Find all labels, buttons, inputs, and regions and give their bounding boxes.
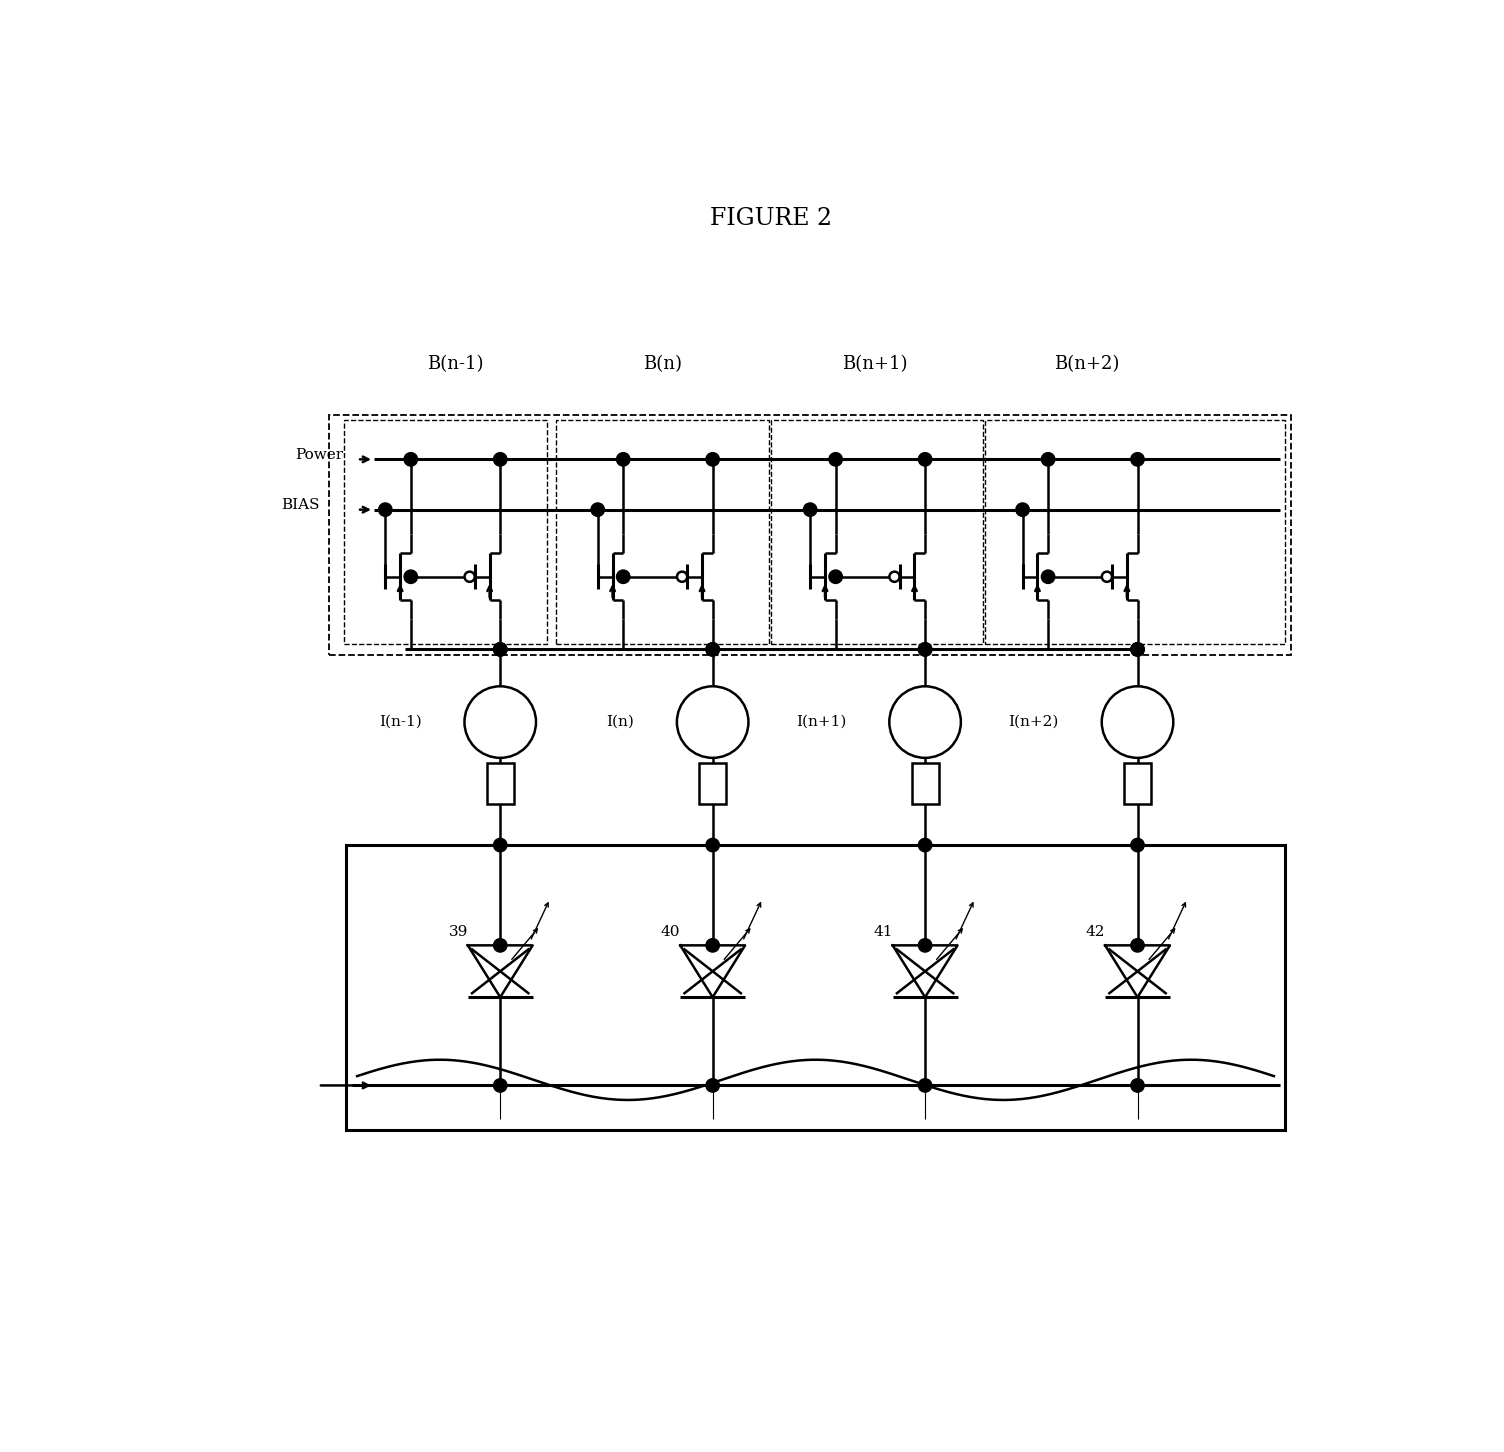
Circle shape	[919, 453, 932, 466]
Circle shape	[1015, 502, 1029, 517]
Bar	[1123, 764, 1151, 804]
Circle shape	[1131, 643, 1145, 656]
Circle shape	[1131, 938, 1145, 953]
Circle shape	[493, 453, 507, 466]
Circle shape	[493, 1079, 507, 1092]
Circle shape	[919, 643, 932, 656]
Text: 39: 39	[448, 925, 468, 939]
Circle shape	[705, 1079, 719, 1092]
Circle shape	[1102, 572, 1111, 582]
Circle shape	[1131, 838, 1145, 852]
Text: FIGURE 2: FIGURE 2	[710, 208, 832, 231]
Text: Power: Power	[296, 447, 344, 462]
Circle shape	[705, 838, 719, 852]
Bar	[329, 415, 1290, 655]
Circle shape	[591, 502, 605, 517]
Bar	[770, 420, 984, 643]
Text: 40: 40	[660, 925, 680, 939]
Text: B(n+2): B(n+2)	[1054, 356, 1120, 373]
Circle shape	[677, 572, 687, 582]
Circle shape	[705, 643, 719, 656]
Circle shape	[465, 572, 475, 582]
Circle shape	[705, 938, 719, 953]
Circle shape	[493, 938, 507, 953]
Text: B(n): B(n)	[642, 356, 681, 373]
Circle shape	[889, 687, 961, 758]
Bar	[911, 764, 938, 804]
Circle shape	[617, 571, 630, 584]
Text: I(n-1): I(n-1)	[379, 714, 421, 729]
Polygon shape	[893, 945, 958, 998]
Circle shape	[705, 453, 719, 466]
Circle shape	[405, 453, 418, 466]
Text: I(n+1): I(n+1)	[796, 714, 847, 729]
Circle shape	[405, 571, 418, 584]
Circle shape	[829, 453, 842, 466]
Circle shape	[493, 643, 507, 656]
Circle shape	[493, 643, 507, 656]
Circle shape	[1041, 571, 1054, 584]
Text: 42: 42	[1086, 925, 1105, 939]
Circle shape	[379, 502, 393, 517]
Circle shape	[705, 643, 719, 656]
Text: B(n+1): B(n+1)	[842, 356, 907, 373]
Circle shape	[677, 687, 749, 758]
Circle shape	[1131, 643, 1145, 656]
Bar	[346, 845, 1284, 1130]
Text: I(n): I(n)	[606, 714, 635, 729]
Circle shape	[889, 572, 899, 582]
Polygon shape	[468, 945, 532, 998]
Circle shape	[617, 453, 630, 466]
Text: I(n+2): I(n+2)	[1009, 714, 1059, 729]
Circle shape	[493, 838, 507, 852]
Circle shape	[1131, 1079, 1145, 1092]
Text: BIAS: BIAS	[281, 498, 319, 513]
Bar	[699, 764, 726, 804]
Circle shape	[919, 838, 932, 852]
Text: 41: 41	[874, 925, 893, 939]
Circle shape	[1041, 453, 1054, 466]
Bar	[344, 420, 547, 643]
Circle shape	[919, 1079, 932, 1092]
Circle shape	[465, 687, 535, 758]
Polygon shape	[1105, 945, 1170, 998]
Circle shape	[1131, 453, 1145, 466]
Circle shape	[803, 502, 817, 517]
Circle shape	[829, 571, 842, 584]
Bar	[487, 764, 514, 804]
Text: B(n-1): B(n-1)	[427, 356, 484, 373]
Circle shape	[1102, 687, 1173, 758]
Bar	[556, 420, 769, 643]
Polygon shape	[680, 945, 744, 998]
Bar	[985, 420, 1284, 643]
Circle shape	[919, 938, 932, 953]
Circle shape	[919, 643, 932, 656]
